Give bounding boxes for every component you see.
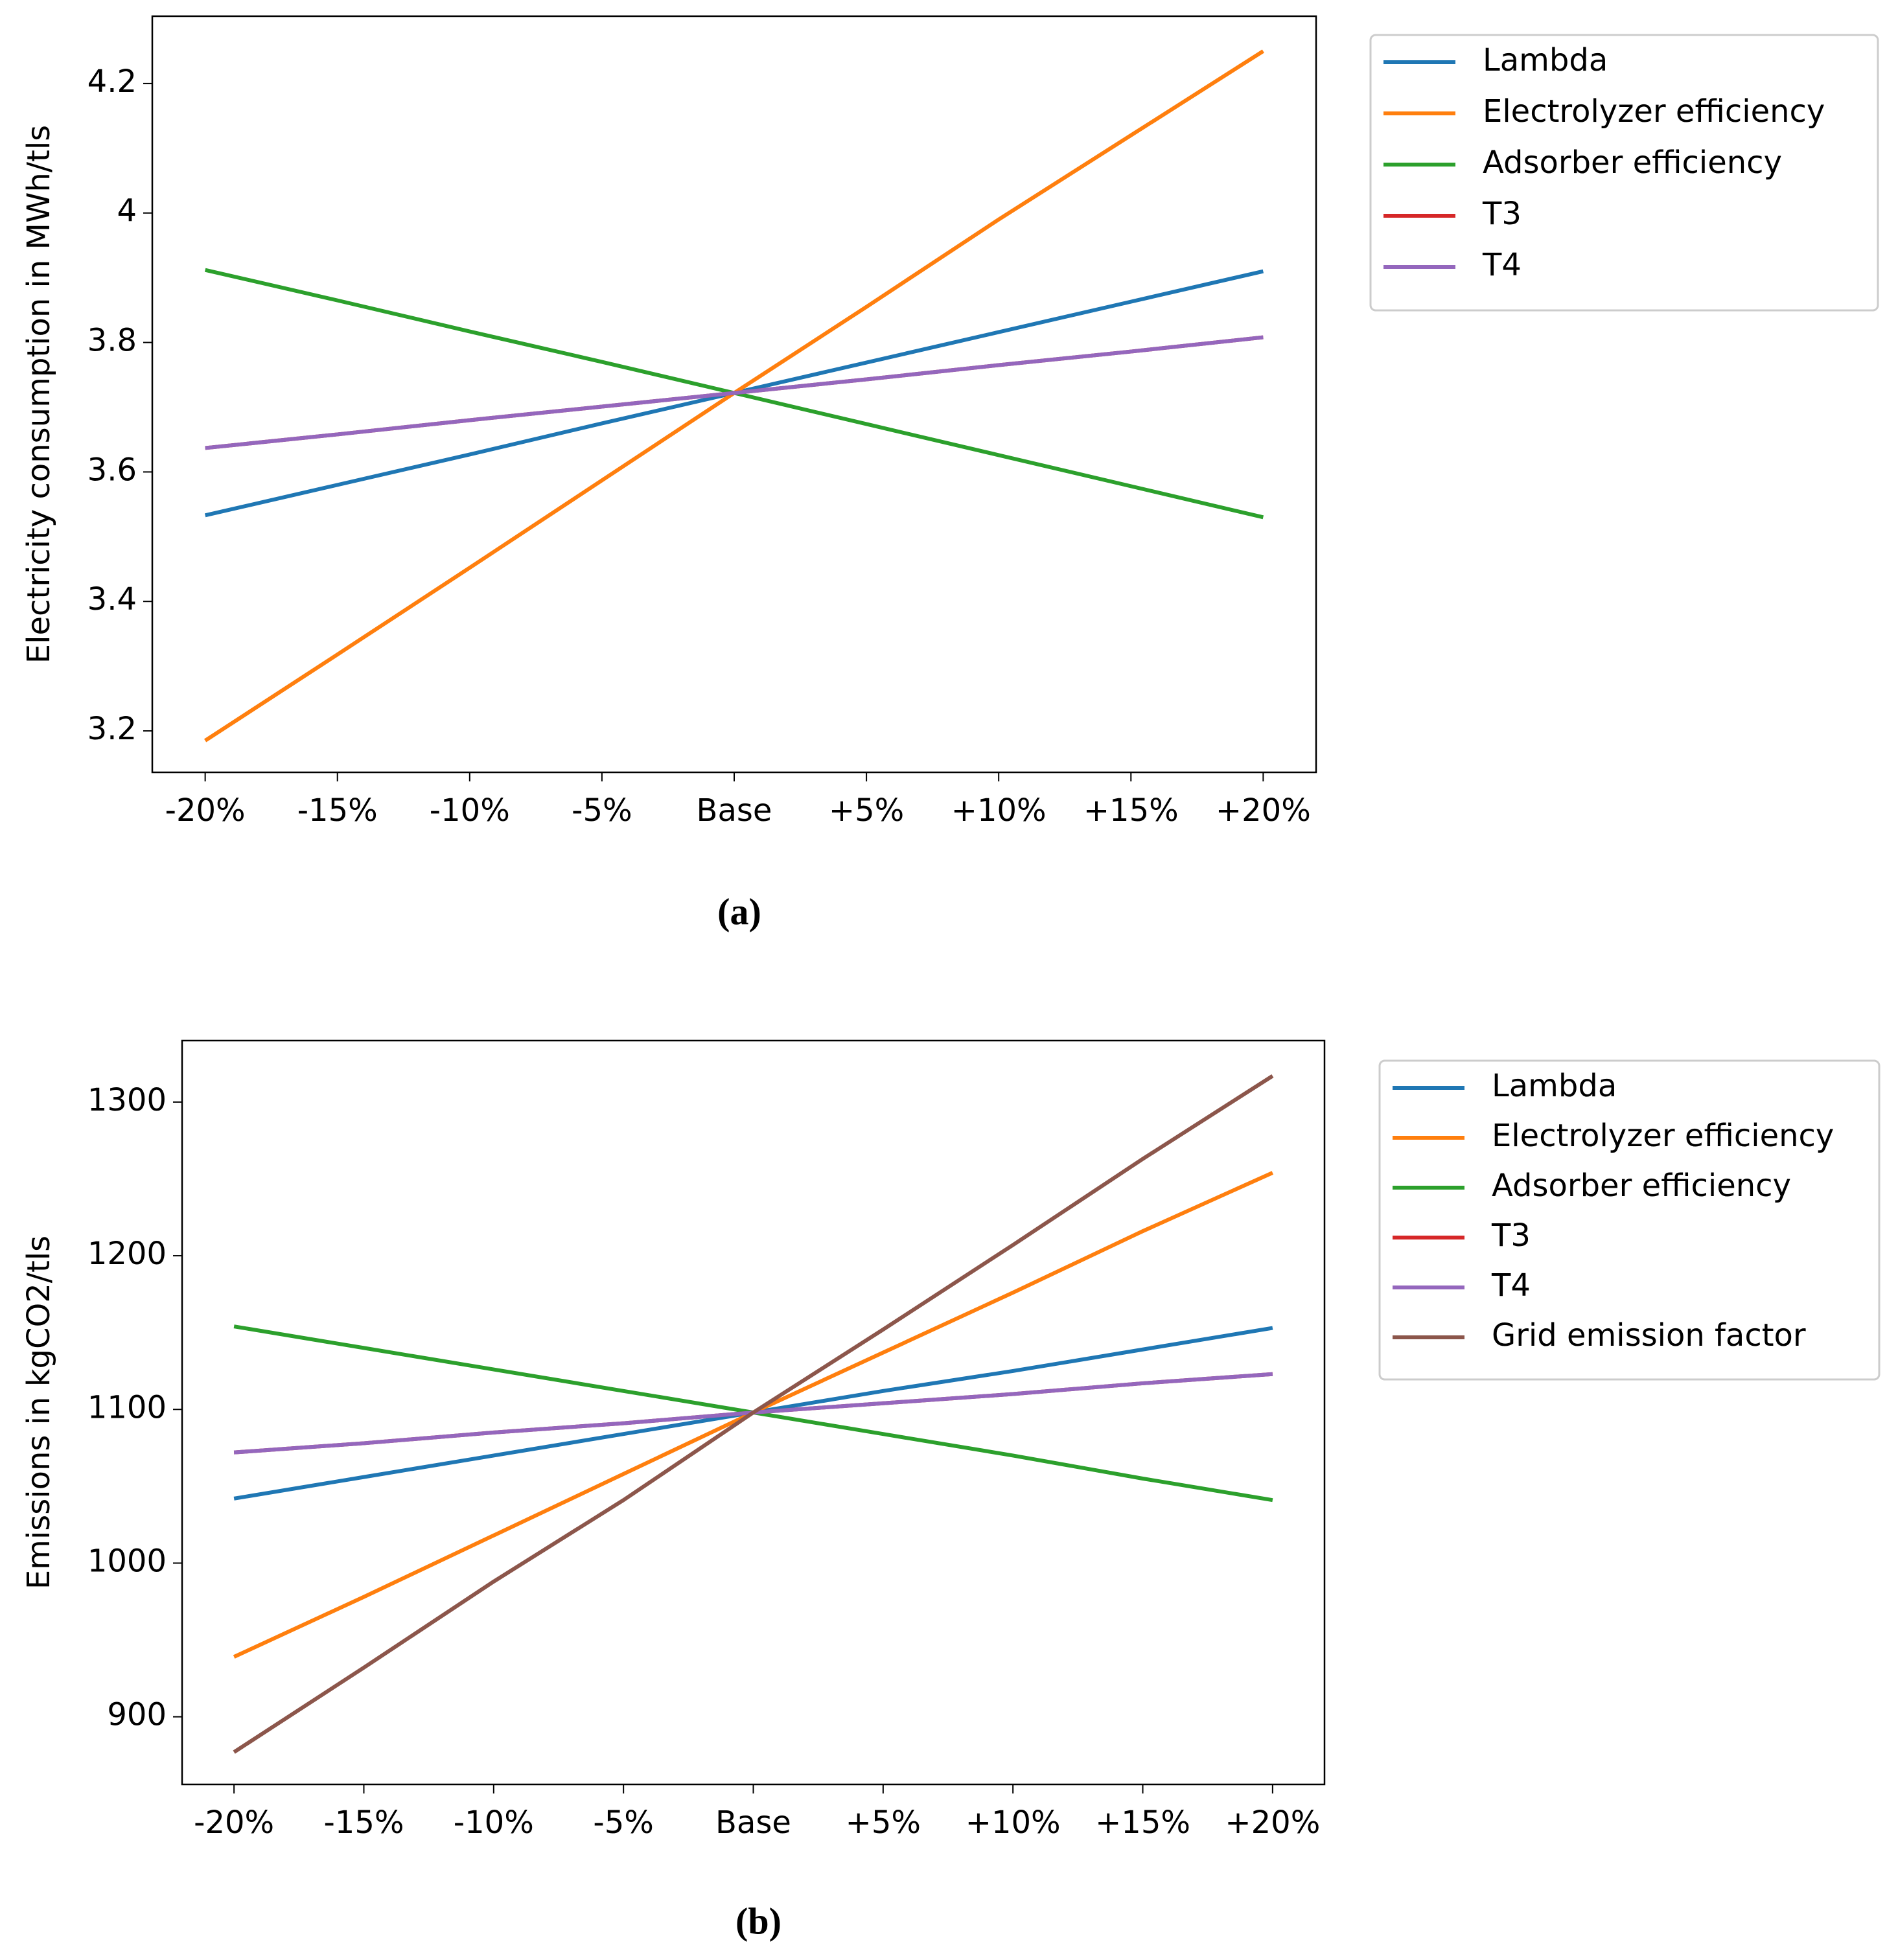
plot-frame <box>151 15 1317 774</box>
x-tick-label: -15% <box>323 1804 404 1841</box>
y-tick-label: 1200 <box>87 1236 167 1272</box>
x-tick-label: -20% <box>194 1804 274 1841</box>
y-tick-label: 3.2 <box>87 711 137 747</box>
y-axis-label: Emissions in kgCO2/tls <box>21 1236 57 1589</box>
series-line <box>205 335 1264 450</box>
x-tick-label: -20% <box>165 792 246 829</box>
y-tick-label: 4.2 <box>87 63 137 100</box>
y-tick-label: 4 <box>117 193 137 229</box>
x-tick-label: +10% <box>966 1804 1061 1841</box>
plot-frame <box>181 1039 1326 1786</box>
y-tick-label: 1100 <box>87 1389 167 1425</box>
y-tick-label: 3.4 <box>87 581 137 617</box>
series-line <box>233 1074 1274 1754</box>
legend-box <box>1378 1059 1881 1381</box>
x-tick-label: -10% <box>454 1804 534 1841</box>
x-tick-label: -15% <box>297 792 378 829</box>
x-tick-label: +10% <box>951 792 1047 829</box>
y-tick-label: 1000 <box>87 1543 167 1579</box>
legend-label: T4 <box>1491 1267 1531 1304</box>
legend-label: Electrolyzer efficiency <box>1492 1118 1834 1154</box>
y-axis-label: Electricity consumption in MWh/tls <box>21 125 57 663</box>
legend-label: Adsorber efficiency <box>1492 1168 1791 1204</box>
x-tick-label: +5% <box>829 792 904 829</box>
legend-label: Lambda <box>1483 42 1608 78</box>
legend-label: T3 <box>1491 1217 1531 1254</box>
x-tick-label: +20% <box>1216 792 1311 829</box>
caption: (a) <box>717 890 761 932</box>
x-tick-label: +5% <box>846 1804 921 1841</box>
legend-label: T4 <box>1482 247 1522 283</box>
legend-label: T3 <box>1482 196 1522 232</box>
legend-label: Electrolyzer efficiency <box>1483 93 1825 130</box>
x-tick-label: +20% <box>1225 1804 1320 1841</box>
caption: (b) <box>735 1900 781 1942</box>
y-tick-label: 900 <box>107 1697 167 1733</box>
y-tick-label: 3.6 <box>87 452 137 488</box>
legend-box <box>1369 34 1879 312</box>
x-tick-label: Base <box>697 792 772 829</box>
legend-label: Grid emission factor <box>1492 1317 1806 1354</box>
x-tick-label: -5% <box>593 1804 653 1841</box>
x-tick-label: -10% <box>430 792 510 829</box>
x-tick-label: Base <box>715 1804 791 1841</box>
legend-label: Lambda <box>1492 1068 1617 1104</box>
x-tick-label: +15% <box>1083 792 1179 829</box>
y-tick-label: 1300 <box>87 1082 167 1118</box>
x-tick-label: -5% <box>572 792 632 829</box>
series-line <box>203 49 1264 743</box>
x-tick-label: +15% <box>1095 1804 1190 1841</box>
y-tick-label: 3.8 <box>87 323 137 359</box>
legend-label: Adsorber efficiency <box>1483 144 1782 181</box>
